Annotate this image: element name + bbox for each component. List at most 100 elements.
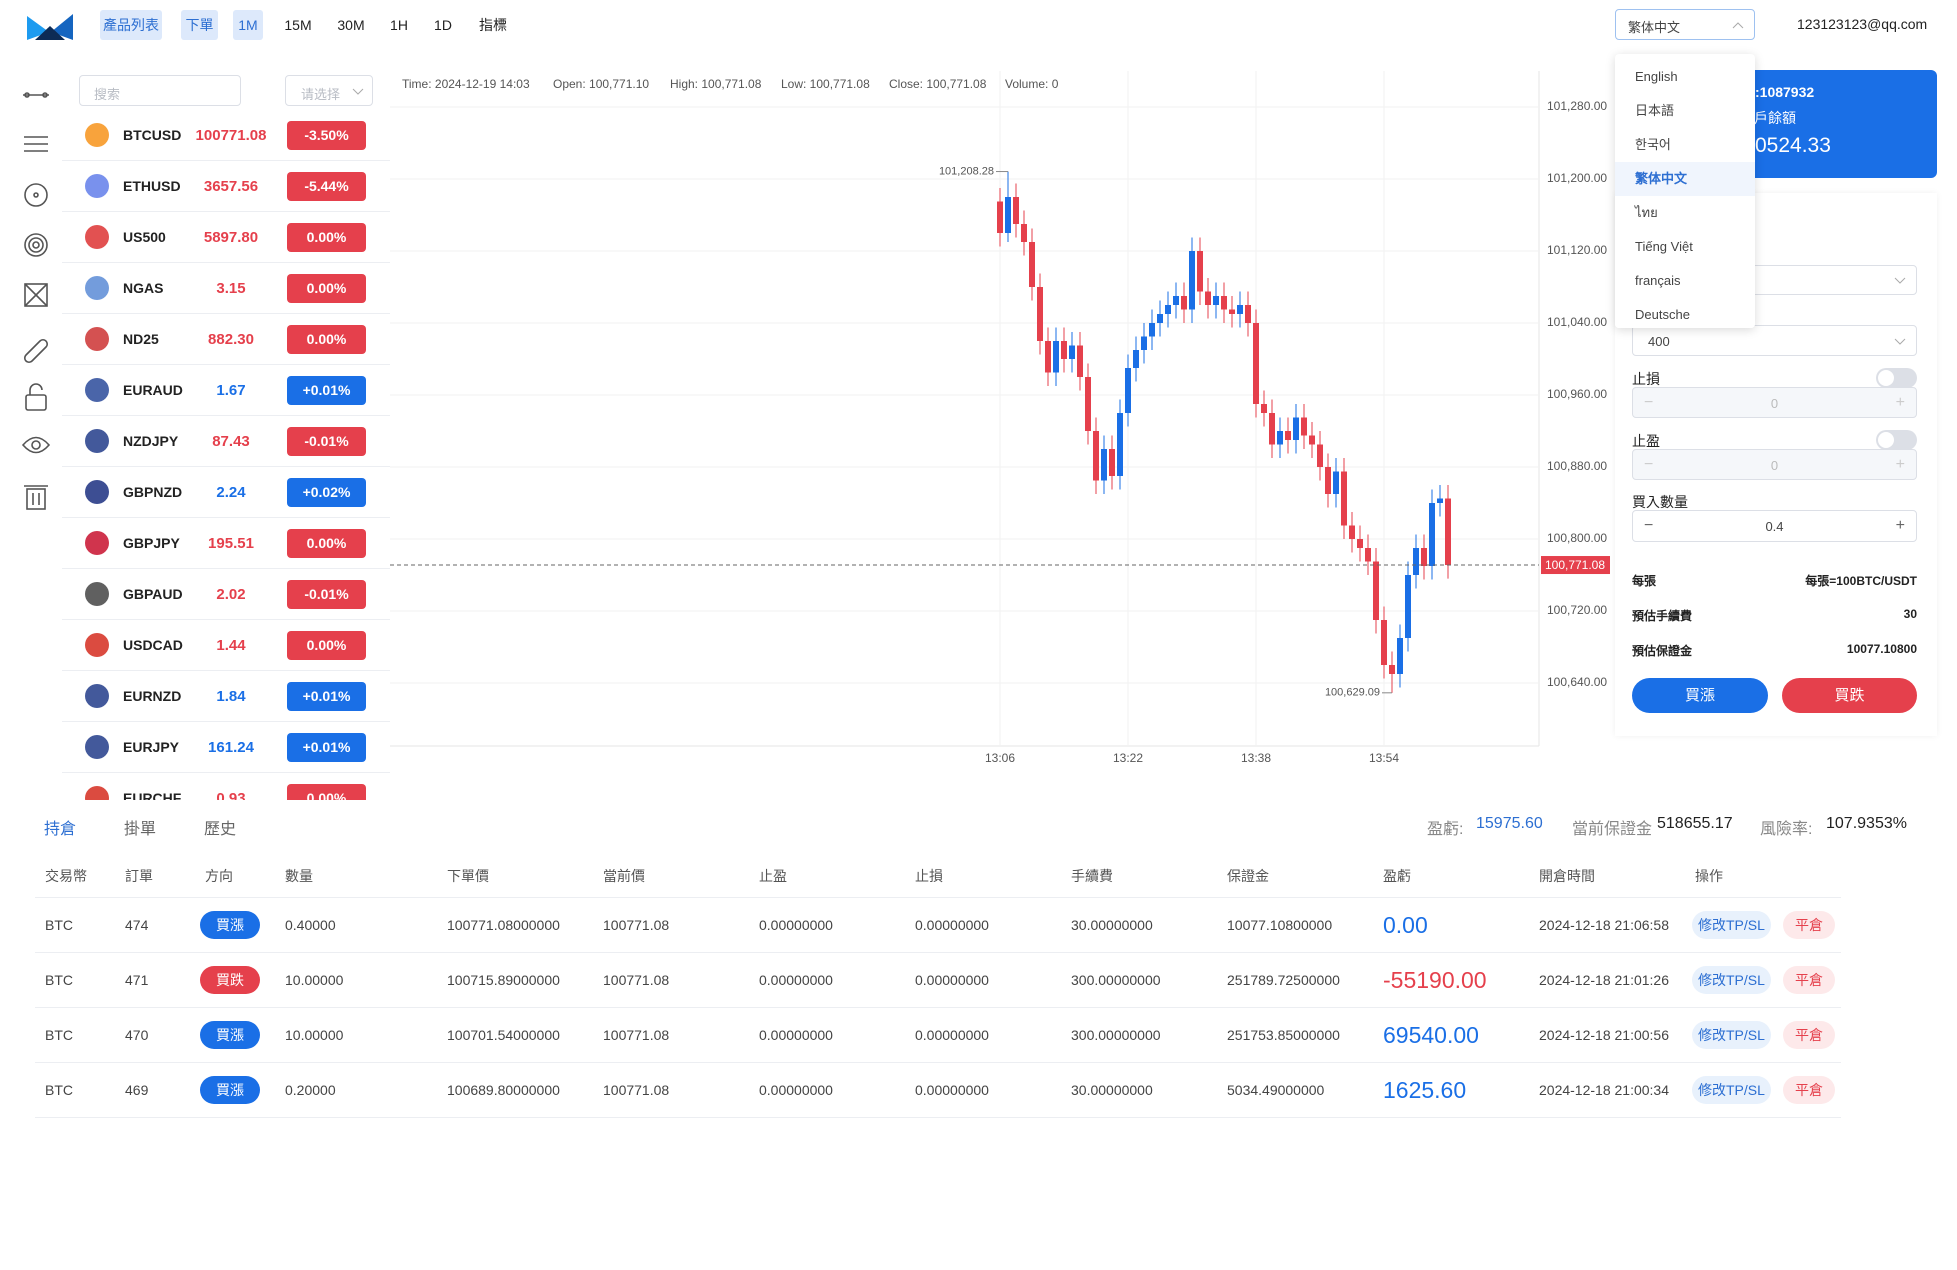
product-row[interactable]: USDCAD 1.44 0.00%	[62, 620, 390, 671]
candle-body	[1349, 525, 1355, 539]
edit-tpsl-button[interactable]: 修改TP/SL	[1692, 1021, 1771, 1049]
logo[interactable]	[27, 12, 73, 42]
product-price: 0.93	[216, 790, 246, 800]
table-cell: 10.00000	[285, 972, 344, 988]
product-symbol: GBPAUD	[123, 586, 183, 602]
nav-item[interactable]: 產品列表	[100, 10, 162, 40]
nav-item[interactable]: 1H	[390, 17, 408, 33]
candle-body	[1309, 435, 1315, 445]
take-profit-input[interactable]: − 0 +	[1632, 449, 1917, 480]
tool-lock[interactable]	[25, 383, 47, 411]
product-row[interactable]: GBPAUD 2.02 -0.01%	[62, 569, 390, 620]
close-button[interactable]: 平倉	[1783, 1076, 1835, 1104]
nav-item[interactable]: 1D	[434, 17, 452, 33]
language-option[interactable]: 日本語	[1615, 94, 1755, 128]
minus[interactable]: −	[1644, 517, 1654, 534]
product-change: 0.00%	[287, 274, 366, 303]
table-cell: 5034.49000000	[1227, 1082, 1325, 1098]
user-email[interactable]: 123123123@qq.com	[1797, 16, 1928, 32]
tool-pattern[interactable]	[24, 283, 48, 307]
product-row[interactable]: US500 5897.80 0.00%	[62, 212, 390, 263]
nav-item[interactable]: 30M	[337, 17, 365, 33]
language-select[interactable]: 繁体中文	[1615, 9, 1755, 40]
row-divider	[35, 897, 1841, 898]
candle-body	[1413, 548, 1419, 575]
tool-measure[interactable]	[23, 338, 49, 364]
search-input[interactable]: 搜索	[79, 75, 241, 106]
close-button[interactable]: 平倉	[1783, 966, 1835, 994]
summary-value: 107.9353%	[1826, 815, 1907, 832]
take-profit-toggle[interactable]	[1876, 430, 1917, 450]
sell-button[interactable]: 買跌	[1782, 678, 1917, 713]
pnl-value: 69540.00	[1383, 1022, 1479, 1048]
candle-body	[1141, 336, 1147, 350]
product-change: 0.00%	[287, 529, 366, 558]
edit-tpsl-button[interactable]: 修改TP/SL	[1692, 911, 1771, 939]
language-menu: English 日本語 한국어 繁体中文 ไทย Tiếng Việt français De…	[1615, 54, 1755, 328]
tool-target[interactable]	[24, 233, 48, 257]
product-row[interactable]: EURJPY 161.24 +0.01%	[62, 722, 390, 773]
language-option[interactable]: Tiếng Việt	[1615, 230, 1755, 264]
nav-item[interactable]: 1M	[233, 10, 263, 40]
stop-loss-input[interactable]: − 0 +	[1632, 387, 1917, 418]
column-header: 數量	[285, 868, 313, 884]
position-tab[interactable]: 持倉	[44, 821, 77, 838]
tool-circle[interactable]	[24, 183, 48, 207]
table-cell: 10.00000	[285, 1027, 344, 1043]
product-row[interactable]: EURCHF 0.93 0.00%	[62, 773, 390, 800]
language-option[interactable]: français	[1615, 264, 1755, 298]
language-option[interactable]: English	[1615, 60, 1755, 94]
column-header: 盈虧	[1383, 868, 1411, 884]
tool-line[interactable]	[23, 92, 49, 98]
close-button[interactable]: 平倉	[1783, 1021, 1835, 1049]
product-symbol: NGAS	[123, 280, 164, 296]
tool-lines[interactable]	[24, 136, 48, 152]
product-row[interactable]: NZDJPY 87.43 -0.01%	[62, 416, 390, 467]
direction-badge: 買漲	[200, 1076, 260, 1104]
table-cell: 471	[125, 972, 149, 988]
lot-select[interactable]: 400	[1632, 325, 1917, 356]
y-tick-label: 100,720.00	[1547, 603, 1607, 617]
y-tick-label: 100,640.00	[1547, 675, 1607, 689]
quantity-label: 買入數量	[1632, 494, 1688, 510]
product-row[interactable]: EURAUD 1.67 +0.01%	[62, 365, 390, 416]
product-row[interactable]: GBPJPY 195.51 0.00%	[62, 518, 390, 569]
product-row[interactable]: NGAS 3.15 0.00%	[62, 263, 390, 314]
close-button[interactable]: 平倉	[1783, 911, 1835, 939]
y-tick-label: 100,880.00	[1547, 459, 1607, 473]
edit-tpsl-button[interactable]: 修改TP/SL	[1692, 1076, 1771, 1104]
language-option[interactable]: ไทย	[1615, 196, 1755, 230]
product-row[interactable]: ND25 882.30 0.00%	[62, 314, 390, 365]
stop-loss-toggle[interactable]	[1876, 368, 1917, 388]
margin-value: 10077.10800	[1846, 642, 1917, 656]
language-option[interactable]: 繁体中文	[1615, 162, 1755, 196]
product-row[interactable]: ETHUSD 3657.56 -5.44%	[62, 161, 390, 212]
position-tab[interactable]: 歷史	[204, 821, 237, 838]
tool-eye[interactable]	[21, 436, 51, 454]
nav-item[interactable]: 下單	[181, 10, 218, 40]
buy-button[interactable]: 買漲	[1632, 678, 1768, 713]
filter-placeholder: 请选择	[301, 87, 341, 102]
candle-body	[1269, 413, 1275, 445]
candle-body	[1173, 296, 1179, 305]
language-option[interactable]: 한국어	[1615, 128, 1755, 162]
product-row[interactable]: BTCUSD 100771.08 -3.50%	[62, 110, 390, 161]
plus[interactable]: +	[1895, 517, 1905, 534]
quantity-input[interactable]: − 0.4 +	[1632, 510, 1917, 542]
candle-body	[1373, 561, 1379, 620]
edit-tpsl-button[interactable]: 修改TP/SL	[1692, 966, 1771, 994]
column-header: 訂單	[125, 868, 153, 884]
product-symbol: BTCUSD	[123, 127, 182, 143]
nav-item[interactable]: 指標	[479, 17, 507, 33]
x-tick-label: 13:54	[1369, 751, 1399, 765]
language-option[interactable]: Deutsche	[1615, 298, 1755, 328]
position-tab[interactable]: 掛單	[124, 821, 157, 838]
product-row[interactable]: GBPNZD 2.24 +0.02%	[62, 467, 390, 518]
product-price: 2.24	[216, 484, 246, 501]
tool-delete[interactable]	[24, 485, 48, 510]
product-row[interactable]: EURNZD 1.84 +0.01%	[62, 671, 390, 722]
nav-item[interactable]: 15M	[284, 17, 312, 33]
filter-select[interactable]: 请选择	[285, 75, 373, 106]
pnl-value: 0.00	[1383, 912, 1428, 938]
